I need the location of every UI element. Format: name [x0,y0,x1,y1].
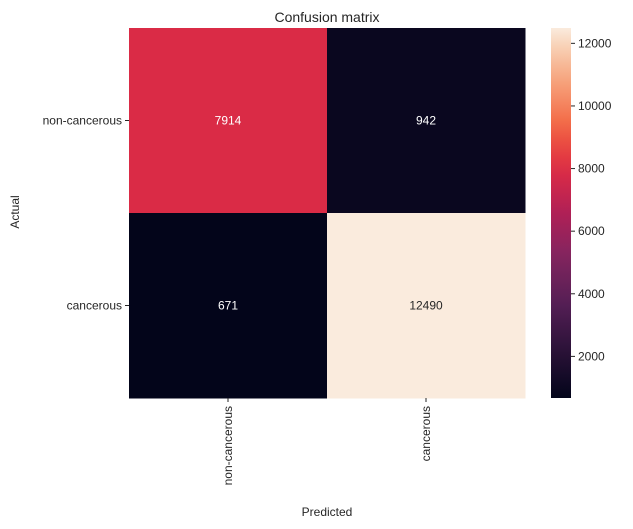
y-axis-ticks: non-cancerous cancerous [43,114,129,313]
x-axis-ticks: non-cancerous cancerous [221,398,433,485]
cell-annotations: 7914 942 671 12490 [215,114,443,313]
colorbar [551,28,571,398]
heatmap-cells [129,28,526,399]
heatmap-cell [129,28,328,214]
cell-value-label: 671 [218,299,238,313]
colorbar-tick-label: 10000 [578,99,612,113]
colorbar-tick-label: 2000 [578,349,605,363]
chart-title: Confusion matrix [274,9,379,25]
colorbar-ticks: 2000 4000 6000 8000 10000 12000 [571,36,612,363]
y-tick-label: cancerous [67,299,122,313]
cell-value-label: 7914 [215,114,242,128]
cell-value-label: 942 [416,114,436,128]
cell-value-label: 12490 [409,299,443,313]
y-axis-label: Actual [8,195,22,228]
heatmap-cell [129,213,328,399]
heatmap-cell [327,213,526,399]
colorbar-tick-label: 4000 [578,287,605,301]
colorbar-tick-label: 12000 [578,36,612,50]
colorbar-tick-label: 8000 [578,162,605,176]
x-axis-label: Predicted [302,505,353,519]
x-tick-label: non-cancerous [221,406,235,485]
heatmap-cell [327,28,526,214]
colorbar-tick-label: 6000 [578,224,605,238]
x-tick-label: cancerous [419,406,433,461]
y-tick-label: non-cancerous [43,114,122,128]
